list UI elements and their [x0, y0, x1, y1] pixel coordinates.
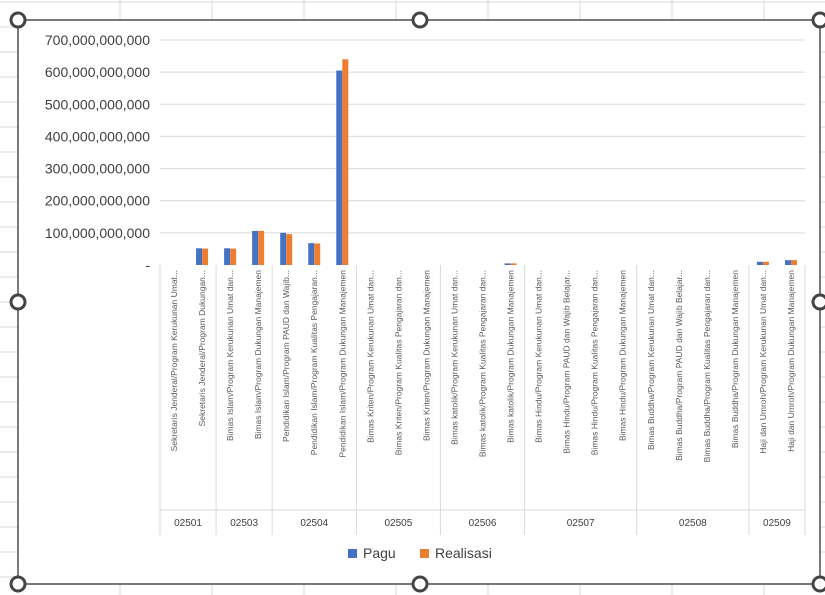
bar-pagu [252, 230, 259, 265]
chart-area [18, 20, 820, 584]
x-tick-label: Bimas Buddha/Program PAUD dan Wajib Bela… [674, 270, 684, 461]
gridlines [160, 39, 805, 234]
bar-pagu [784, 260, 791, 265]
bar-pagu [224, 248, 231, 265]
y-tick-label: - [145, 257, 150, 273]
legend-item-pagu[interactable]: Pagu [348, 545, 396, 561]
legend-item-realisasi[interactable]: Realisasi [420, 545, 492, 561]
y-axis: - 100,000,000,000 200,000,000,000 300,000,0… [45, 32, 150, 273]
resize-handle[interactable] [811, 11, 825, 29]
bar-pagu [504, 263, 511, 265]
resize-handle[interactable] [9, 575, 27, 593]
resize-handle[interactable] [9, 293, 27, 311]
resize-handle[interactable] [9, 11, 27, 29]
x-tick-label: Bimas Hindu/Program PAUD dan Wajib Belaj… [562, 270, 572, 454]
legend-label: Realisasi [435, 545, 492, 561]
y-tick-label: 400,000,000,000 [45, 128, 150, 144]
y-tick-label: 700,000,000,000 [45, 32, 150, 48]
bar-pagu [336, 70, 343, 266]
group-label: 02504 [300, 518, 328, 529]
x-tick-label: Bimas Kriten/Program Dukungan Manajemen [421, 270, 431, 441]
bar-realisasi [762, 261, 769, 265]
x-tick-label: Pendidikan Islam/Program PAUD dan Wajib.… [281, 270, 291, 442]
group-label: 02501 [174, 518, 202, 529]
y-tick-label: 200,000,000,000 [45, 193, 150, 209]
x-tick-label: Bimas katolik/Program Dukungan Manajemen [506, 270, 516, 443]
x-tick-label: Sekretaris Jenderal/Program Dukungan... [197, 270, 207, 426]
bar-pagu [280, 232, 287, 265]
y-tick-label: 600,000,000,000 [45, 64, 150, 80]
bar-realisasi [510, 263, 517, 265]
x-tick-label: Bimas katolik/Program Kerukunan Umat dan… [449, 270, 459, 445]
bar-realisasi [314, 243, 321, 265]
legend: Pagu Realisasi [348, 545, 492, 561]
x-tick-label: Bimas Islam/Program Dukungan Manajemen [253, 270, 263, 439]
x-tick-label: Bimas Hindu/Program Kerukunan Umat dan..… [534, 270, 544, 443]
x-tick-label: Bimas Islam/Program Kerukunan Umat dan..… [225, 270, 235, 441]
x-tick-label: Bimas Buddha/Program Kerukunan Umat dan.… [646, 270, 656, 450]
bar-pagu [756, 261, 763, 265]
group-label: 02508 [679, 518, 707, 529]
bar-realisasi [258, 230, 265, 265]
bar-realisasi [342, 59, 349, 266]
x-axis: Sekretaris Jenderal/Program Kerukunan Um… [159, 265, 806, 535]
group-label: 02505 [384, 518, 412, 529]
group-label: 02507 [567, 518, 595, 529]
x-tick-label: Pendidikan Islam/Program Dukungan Manaje… [337, 270, 347, 458]
x-tick-label: Haji dan Umroh/Program Kerukunan Umat da… [758, 270, 768, 454]
legend-label: Pagu [363, 545, 396, 561]
bar-pagu [308, 243, 315, 265]
legend-swatch [348, 549, 357, 558]
resize-handle[interactable] [811, 575, 825, 593]
bar-realisasi [230, 248, 237, 265]
bar-realisasi [790, 260, 797, 265]
x-tick-label: Bimas Hindu/Program Dukungan Manajemen [618, 270, 628, 441]
group-label: 02506 [469, 518, 497, 529]
bar-realisasi [202, 248, 209, 265]
x-tick-label: Pendidikan Islam/Program Kualitas Pengaj… [309, 270, 319, 455]
resize-handle[interactable] [411, 11, 429, 29]
bar-realisasi [286, 234, 293, 265]
legend-swatch [420, 549, 429, 558]
x-tick-label: Bimas Kriten/Program Kerukunan Umat dan.… [365, 270, 375, 443]
x-tick-label: Bimas Buddha/Program Kualitas Pengajaran… [702, 270, 712, 462]
y-tick-label: 100,000,000,000 [45, 225, 150, 241]
y-tick-label: 500,000,000,000 [45, 96, 150, 112]
bars [196, 59, 797, 266]
group-label: 02503 [230, 518, 258, 529]
y-tick-label: 300,000,000,000 [45, 161, 150, 177]
x-tick-label: Bimas katolik/Program Kualitas Pengajara… [478, 270, 488, 457]
resize-handles[interactable] [9, 11, 825, 593]
x-tick-label: Sekretaris Jenderal/Program Kerukunan Um… [169, 270, 179, 451]
x-tick-label: Bimas Buddha/Program Dukungan Manajemen [730, 270, 740, 448]
group-label: 02509 [763, 518, 791, 529]
x-tick-label: Bimas Kriten/Program Kualitas Pengajaran… [393, 270, 403, 455]
resize-handle[interactable] [411, 575, 429, 593]
resize-handle[interactable] [811, 293, 825, 311]
x-tick-label: Bimas Hindu/Program Kualitas Pengajaran … [590, 270, 600, 455]
x-tick-label: Haji dan Umroh/Program Dukungan Manajeme… [786, 270, 796, 452]
bar-pagu [196, 248, 203, 265]
